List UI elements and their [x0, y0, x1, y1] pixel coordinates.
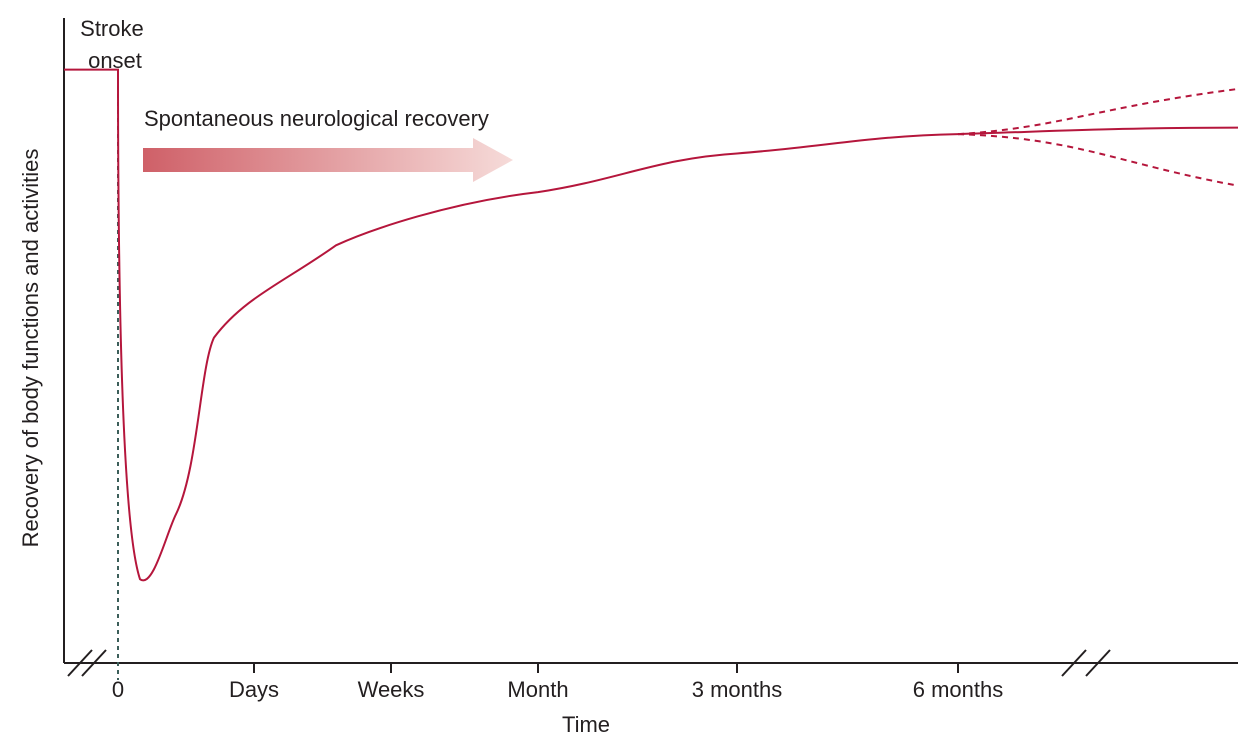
x-axis-title: Time — [562, 712, 610, 737]
x-ticks — [253, 663, 959, 673]
stroke-onset-label-line1: Stroke — [80, 16, 144, 41]
x-tick-label: Weeks — [358, 677, 425, 702]
x-tick-label: 3 months — [692, 677, 783, 702]
recovery-curve-lower-dashed — [957, 133, 1239, 187]
x-tick-label: 0 — [112, 677, 124, 702]
stroke-onset-label: Stroke onset — [80, 16, 150, 73]
recovery-arrow — [143, 138, 513, 182]
x-tick-label: Month — [507, 677, 568, 702]
y-axis-title: Recovery of body functions and activitie… — [18, 149, 43, 548]
x-tick-label: 6 months — [913, 677, 1004, 702]
axis-break-right — [1061, 649, 1111, 677]
axis-break-left — [67, 649, 107, 677]
recovery-arrow-label: Spontaneous neurological recovery — [144, 106, 489, 131]
x-tick-label: Days — [229, 677, 279, 702]
x-tick-labels: 0 Days Weeks Month 3 months 6 months — [112, 677, 1003, 702]
recovery-curve-upper-dashed — [957, 87, 1239, 136]
recovery-curve — [64, 68, 1239, 582]
